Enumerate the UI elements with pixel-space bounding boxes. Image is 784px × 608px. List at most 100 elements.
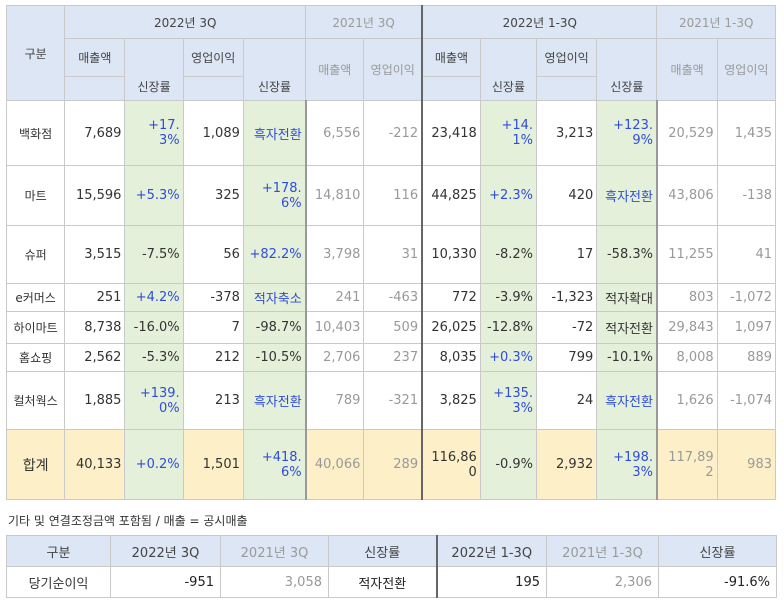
net-value: 3,058 [220,566,329,598]
total-row: 합계 40,133 +0.2% 1,501 +418.6% 40,066 289 116,86… [5,429,777,500]
cell-sales: 44,825 [421,165,481,226]
net-value: -951 [110,566,221,598]
net-header-growth: 신장률 [658,535,777,567]
cell-op: 420 [536,165,598,226]
cell-growth: +418.6% [242,429,307,500]
cell-op: 3,213 [536,100,598,166]
cell-growth: +82.2% [242,225,307,284]
cell-growth: 흑자전환 [242,371,307,430]
table-row: 컬처웍스 1,885 +139.0% 213 흑자전환 789 -321 3,825 +135.… [5,371,777,430]
cell-growth: +14.1% [479,100,538,166]
table-row: 마트 15,596 +5.3% 325 +178.6% 14,810 116 44,825 +2… [5,165,777,226]
header-2022-1-3q: 2022년 1-3Q [421,5,658,39]
header-spacer [536,76,598,101]
cell-op: -321 [363,371,423,430]
cell-op: -463 [363,283,423,312]
cell-op: 17 [536,225,598,284]
table-row: 슈퍼 3,515 -7.5% 56 +82.2% 3,798 31 10,330 -8.2% 17… [5,225,777,284]
cell-op: 31 [363,225,423,284]
cell-op: 212 [182,343,244,372]
cell-op: 41 [716,225,777,284]
cell-sales: 8,738 [64,311,126,344]
cell-sales: 15,596 [64,165,126,226]
net-growth: 적자전환 [328,566,437,598]
cell-growth: +4.2% [124,283,184,312]
cell-sales: 116,860 [421,429,481,500]
row-label: 합계 [5,429,66,500]
header-growth: 신장률 [596,38,658,101]
header-sales: 매출액 [421,38,481,77]
cell-growth: -5.3% [124,343,184,372]
cell-sales: 2,706 [304,343,365,372]
row-label: 백화점 [5,100,66,166]
header-growth: 신장률 [242,38,307,101]
cell-growth: -10.1% [596,343,658,372]
cell-op: 116 [363,165,423,226]
cell-op: 237 [363,343,423,372]
cell-growth: +2.3% [479,165,538,226]
cell-growth: +5.3% [124,165,184,226]
header-category: 구분 [5,5,66,101]
cell-op: 289 [363,429,423,500]
header-growth: 신장률 [124,38,184,101]
cell-sales: 117,892 [655,429,718,500]
header-op: 영업이익 [363,38,423,101]
cell-sales: 6,556 [304,100,365,166]
cell-sales: 1,626 [655,371,718,430]
cell-op: 889 [716,343,777,372]
row-label: 홈쇼핑 [5,343,66,372]
header-sales: 매출액 [305,38,365,101]
cell-growth: -58.3% [596,225,658,284]
cell-growth: +135.3% [479,371,538,430]
header-2021-1-3q: 2021년 1-3Q [656,5,776,39]
net-header-growth: 신장률 [328,535,437,567]
cell-sales: 251 [64,283,126,312]
cell-sales: 20,529 [655,100,718,166]
net-header-2021-1-3q: 2021년 1-3Q [546,535,659,567]
row-label: 하이마트 [5,311,66,344]
cell-sales: 789 [304,371,365,430]
cell-op: 509 [363,311,423,344]
cell-growth: +17.3% [124,100,184,166]
cell-sales: 10,403 [304,311,365,344]
cell-growth: 적자축소 [242,283,307,312]
cell-sales: 8,008 [655,343,718,372]
row-label: 컬처웍스 [5,371,66,430]
cell-growth: -0.9% [479,429,538,500]
cell-op: -1,072 [716,283,777,312]
cell-growth: +139.0% [124,371,184,430]
cell-growth: 흑자전환 [596,371,658,430]
cell-op: 983 [716,429,777,500]
net-income-table: 구분 2022년 3Q 2021년 3Q 신장률 2022년 1-3Q 2021… [6,535,777,598]
header-sales: 매출액 [64,38,126,77]
net-header-2021-3q: 2021년 3Q [220,535,329,567]
cell-op: 325 [182,165,244,226]
row-label: 마트 [5,165,66,226]
net-label: 당기순이익 [6,566,111,598]
cell-sales: 14,810 [304,165,365,226]
row-label: e커머스 [5,283,66,312]
cell-op: 213 [182,371,244,430]
header-sales: 매출액 [656,38,718,101]
cell-growth: 적자확대 [596,283,658,312]
cell-sales: 7,689 [64,100,126,166]
cell-op: 24 [536,371,598,430]
cell-sales: 772 [421,283,481,312]
net-header-category: 구분 [6,535,111,567]
header-spacer [64,76,126,101]
cell-sales: 43,806 [655,165,718,226]
cell-sales: 29,843 [655,311,718,344]
cell-growth: +178.6% [242,165,307,226]
cell-op: 1,501 [182,429,244,500]
cell-op: 1,089 [182,100,244,166]
cell-op: 1,097 [716,311,777,344]
table-row: 홈쇼핑 2,562 -5.3% 212 -10.5% 2,706 237 8,035 +0.3%… [5,343,777,372]
header-op: 영업이익 [716,38,777,101]
cell-sales: 3,515 [64,225,126,284]
cell-sales: 40,066 [304,429,365,500]
cell-op: -1,074 [716,371,777,430]
cell-sales: 40,133 [64,429,126,500]
net-header-2022-1-3q: 2022년 1-3Q [435,535,547,567]
header-2022-3q: 2022년 3Q [64,5,307,39]
header-2021-3q: 2021년 3Q [305,5,423,39]
